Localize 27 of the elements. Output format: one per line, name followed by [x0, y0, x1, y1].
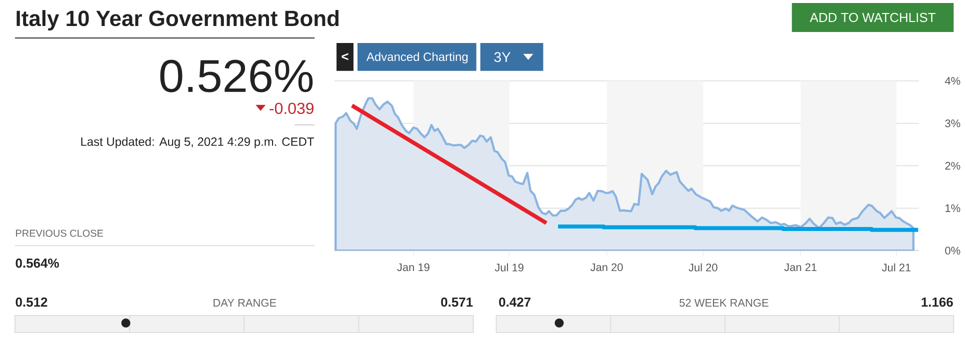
y-tick-label: 3% [945, 120, 960, 128]
text: 0.427 [499, 298, 530, 307]
y-tick-label: 4% [944, 77, 960, 85]
x-tick-label: Jan 19 [397, 264, 430, 272]
text: 0.526% [160, 60, 313, 93]
text: 0.564% [16, 258, 59, 268]
text: 52 WEEK RANGE [680, 299, 768, 307]
text: < [342, 53, 348, 60]
chart-title: Italy 10 Year Government Bond [16, 10, 339, 31]
x-tick-label: Jan 20 [590, 264, 623, 272]
x-tick-label: Jul 21 [882, 264, 911, 272]
text: 0.512 [16, 298, 48, 307]
text: PREVIOUS CLOSE [16, 230, 104, 238]
text: 0.571 [441, 298, 473, 307]
x-tick-label: Jul 19 [494, 264, 524, 272]
text: DAY RANGE [214, 299, 276, 307]
text: ADD TO WATCHLIST [810, 13, 936, 22]
y-tick-label: 2% [945, 162, 960, 170]
x-tick-label: Jul 20 [688, 264, 718, 272]
text: 3Y [494, 52, 511, 62]
y-tick-label: 1% [946, 204, 960, 212]
text: Advanced Charting [366, 52, 468, 64]
y-tick-label: 0% [945, 247, 960, 255]
text: 1.166 [922, 298, 953, 307]
text: -0.039 [270, 102, 314, 114]
text: Last Updated: Aug 5, 2021 4:29 p.m. CEDT [81, 137, 314, 149]
x-tick-label: Jan 21 [784, 264, 817, 272]
